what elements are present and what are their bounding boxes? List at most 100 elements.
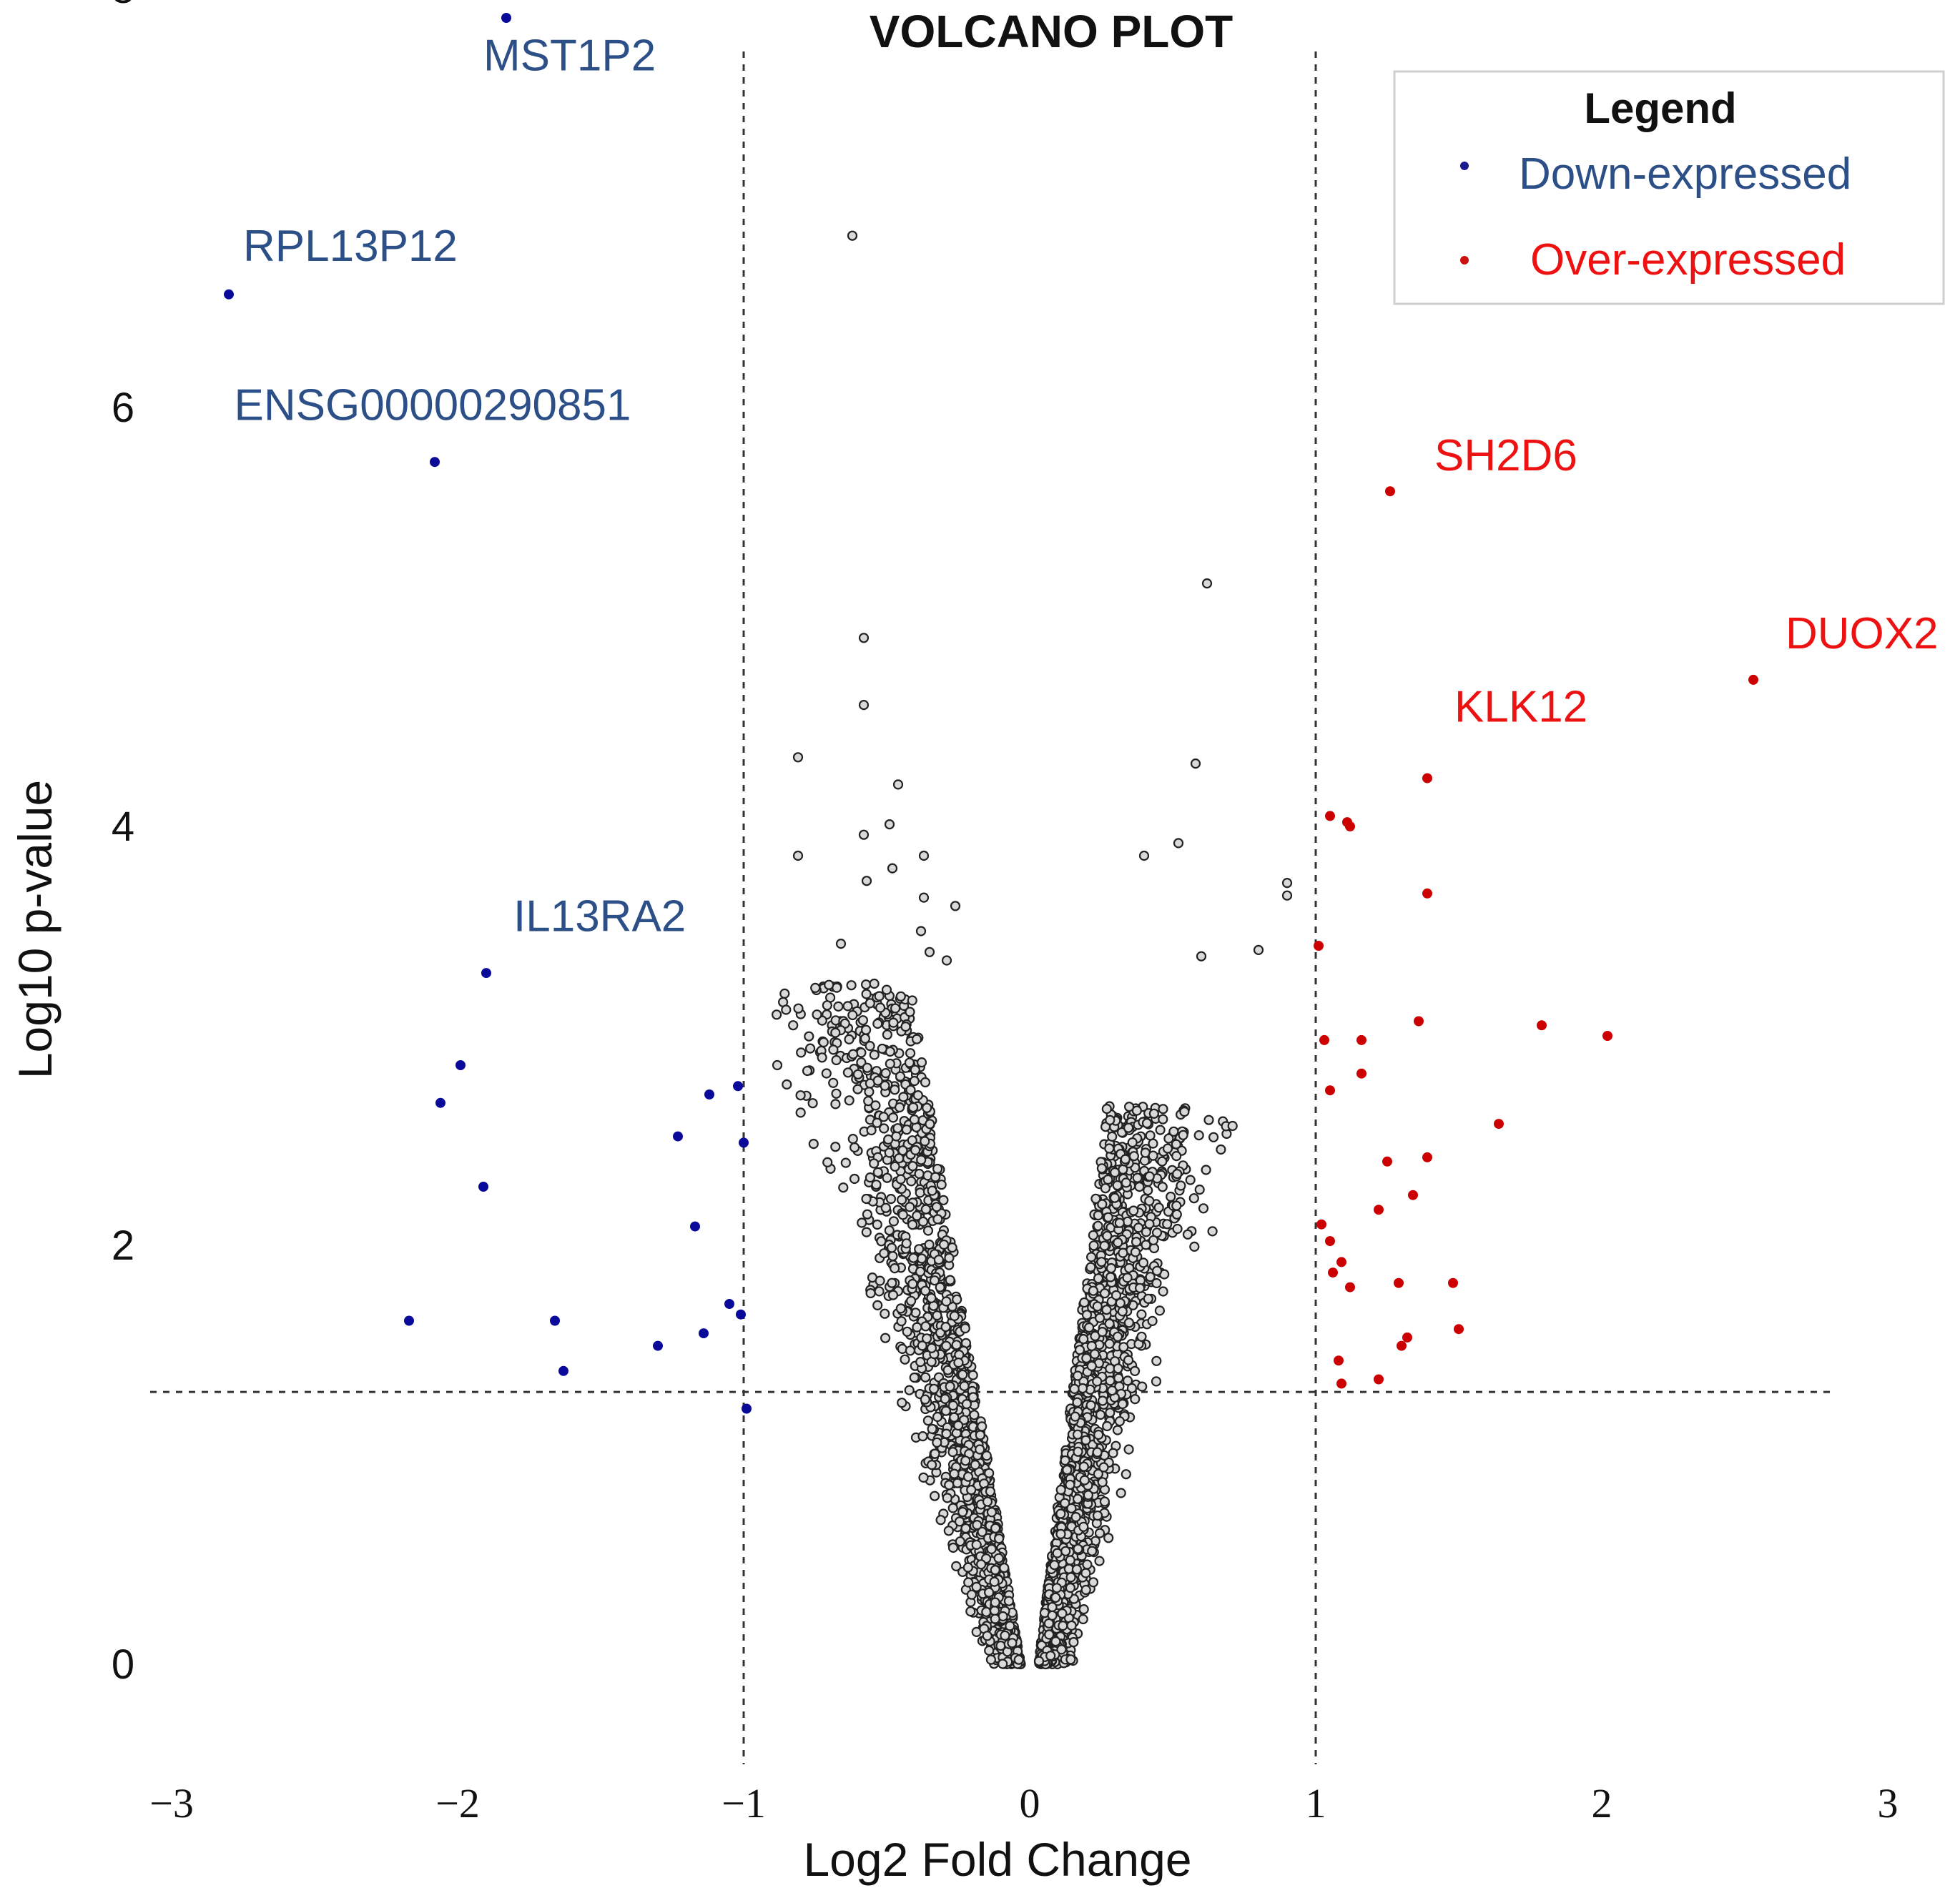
ns-point: [1105, 1363, 1116, 1374]
down-point: [481, 968, 491, 979]
down-point: [224, 289, 234, 300]
ns-point: [905, 1295, 917, 1306]
ns-point: [918, 850, 930, 861]
ns-point: [967, 1392, 979, 1403]
ns-point: [860, 979, 872, 990]
ns-point: [1198, 1203, 1209, 1214]
down-point: [733, 1081, 743, 1092]
ns-point: [1093, 1273, 1104, 1284]
ns-point: [1050, 1636, 1061, 1647]
ns-point: [1171, 1150, 1182, 1162]
x-tick-label: 0: [1020, 1780, 1040, 1827]
ns-point: [1097, 1477, 1108, 1488]
ns-point: [804, 1043, 816, 1054]
down-point: [501, 13, 511, 23]
ns-point: [1080, 1568, 1091, 1578]
ns-point: [865, 998, 875, 1009]
threshold-lines: [150, 51, 1834, 1764]
ns-point: [920, 1204, 932, 1215]
ns-point: [949, 1412, 960, 1423]
ns-point: [1157, 1156, 1168, 1167]
up-point: [1328, 1267, 1338, 1278]
ns-point: [905, 1007, 915, 1017]
ns-point: [1079, 1475, 1090, 1486]
ns-point: [1065, 1583, 1076, 1593]
ns-point: [951, 1340, 962, 1350]
ns-point: [950, 901, 961, 911]
non-significant-cloud: [771, 978, 1238, 1670]
ns-point: [1123, 1318, 1135, 1328]
ns-point: [954, 1516, 965, 1527]
ns-point: [941, 955, 952, 966]
ns-point: [907, 995, 917, 1006]
ns-point: [943, 1526, 954, 1536]
ns-point: [900, 1021, 911, 1032]
up-point: [1408, 1190, 1418, 1200]
ns-point: [971, 1539, 982, 1550]
ns-point: [1154, 1305, 1166, 1316]
ns-point: [861, 989, 872, 999]
up-point: [1397, 1340, 1407, 1351]
ns-point: [1122, 1375, 1133, 1386]
ns-point: [860, 1033, 871, 1044]
ns-point: [957, 1369, 968, 1380]
ns-point: [1056, 1644, 1067, 1655]
ns-point: [952, 1420, 964, 1431]
ns-point: [906, 1176, 917, 1187]
ns-point: [940, 1405, 952, 1416]
ns-point: [1070, 1512, 1081, 1523]
ns-point: [846, 980, 857, 991]
ns-point: [984, 1645, 995, 1656]
ns-point: [1044, 1629, 1055, 1640]
ns-point: [1138, 850, 1150, 861]
ns-point: [1147, 1315, 1158, 1327]
ns-point: [788, 1020, 799, 1031]
ns-point: [891, 1131, 902, 1142]
ns-point: [1130, 1393, 1141, 1405]
ns-point: [838, 1182, 849, 1193]
ns-point: [1078, 1604, 1089, 1615]
ns-point: [1074, 1345, 1085, 1355]
ns-point: [981, 1450, 992, 1461]
y-tick-label: 6: [112, 385, 134, 431]
ns-point: [985, 1486, 996, 1497]
ns-point: [808, 1138, 819, 1150]
ns-point: [852, 1069, 864, 1079]
ns-point: [1104, 1318, 1115, 1329]
up-point: [1422, 1152, 1432, 1162]
ns-point: [924, 946, 935, 957]
ns-point: [1066, 1503, 1077, 1513]
ns-point: [1117, 1306, 1128, 1317]
ns-point: [925, 1119, 935, 1130]
ns-point: [1097, 1326, 1108, 1338]
ns-point: [917, 1340, 927, 1351]
ns-point: [885, 1193, 897, 1205]
ns-point: [1158, 1286, 1168, 1297]
ns-point: [1072, 1429, 1083, 1440]
ns-point: [1003, 1596, 1015, 1606]
ns-point: [938, 1239, 950, 1250]
ns-point: [881, 984, 892, 995]
ns-point: [1144, 1195, 1155, 1207]
ns-point: [951, 1561, 962, 1571]
down-point: [653, 1340, 663, 1351]
ns-point: [960, 1523, 971, 1534]
ns-point: [945, 1275, 955, 1285]
ns-point: [842, 1067, 854, 1078]
ns-point: [1188, 1193, 1199, 1204]
ns-point: [860, 1024, 872, 1035]
ns-point: [1082, 1559, 1093, 1570]
ns-point: [1182, 1229, 1193, 1240]
ns-point: [872, 1167, 883, 1178]
ns-point: [1173, 838, 1184, 849]
ns-point: [1123, 1444, 1134, 1455]
ns-point: [1033, 1656, 1045, 1666]
ns-point: [1099, 1288, 1110, 1299]
ns-point: [880, 1067, 891, 1079]
ns-point: [904, 1385, 915, 1395]
ns-point: [879, 1248, 890, 1259]
ns-point: [955, 1536, 965, 1547]
ns-point: [1127, 1137, 1138, 1148]
ns-point: [896, 1316, 907, 1327]
ns-point: [894, 1153, 905, 1164]
